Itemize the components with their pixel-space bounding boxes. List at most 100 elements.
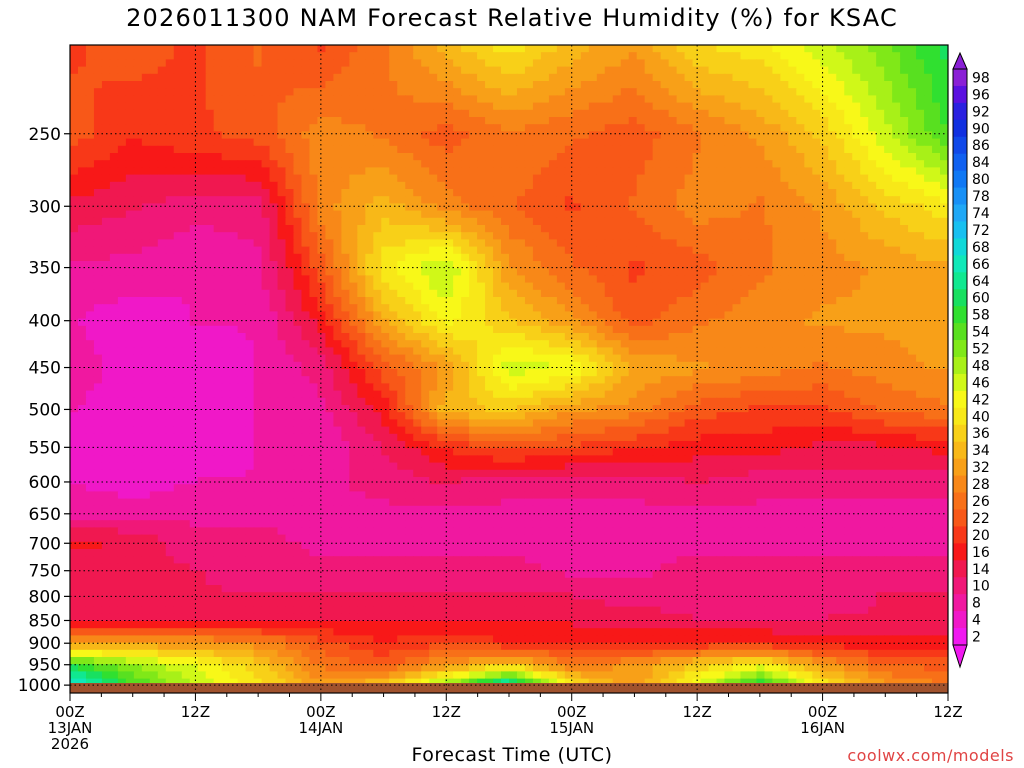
- rh-cell: [780, 189, 789, 197]
- rh-cell: [365, 81, 374, 89]
- rh-cell: [892, 153, 901, 161]
- rh-cell: [796, 145, 805, 154]
- rh-cell: [772, 95, 781, 104]
- rh-cell: [580, 145, 590, 154]
- rh-cell: [341, 73, 350, 82]
- rh-cell: [349, 138, 358, 147]
- rh-cell: [908, 131, 917, 140]
- rh-cell: [413, 261, 422, 269]
- rh-cell: [485, 160, 494, 168]
- rh-cell: [101, 347, 111, 356]
- rh-cell: [509, 261, 518, 269]
- rh-cell: [924, 268, 933, 276]
- rh-cell: [748, 138, 758, 147]
- rh-cell: [724, 66, 734, 75]
- rh-cell: [109, 138, 119, 147]
- rh-cell: [748, 347, 758, 356]
- rh-cell: [676, 88, 686, 96]
- rh-cell: [940, 73, 948, 82]
- rh-cell: [437, 131, 446, 140]
- rh-cell: [924, 225, 933, 233]
- rh-cell: [724, 124, 734, 132]
- rh-cell: [940, 361, 948, 370]
- rh-cell: [844, 275, 853, 284]
- rh-cell: [445, 160, 454, 168]
- rh-cell: [636, 217, 646, 226]
- rh-cell: [636, 160, 646, 168]
- rh-cell: [612, 153, 622, 161]
- rh-cell: [77, 361, 87, 370]
- rh-cell: [788, 239, 797, 248]
- rh-cell: [860, 246, 869, 255]
- rh-cell: [796, 304, 805, 312]
- rh-cell: [373, 268, 382, 276]
- rh-cell: [141, 138, 151, 147]
- rh-cell: [317, 81, 327, 89]
- rh-cell: [548, 167, 558, 176]
- rh-cell: [437, 153, 446, 161]
- rh-cell: [916, 174, 925, 183]
- rh-cell: [556, 282, 566, 291]
- rh-cell: [429, 225, 438, 233]
- rh-cell: [620, 239, 630, 248]
- rh-cell: [117, 275, 127, 284]
- rh-cell: [580, 289, 590, 298]
- rh-cell: [796, 232, 805, 240]
- rh-cell: [133, 66, 143, 75]
- rh-cell: [381, 289, 390, 298]
- rh-cell: [477, 109, 486, 118]
- rh-cell: [604, 189, 614, 197]
- rh-cell: [556, 189, 566, 197]
- rh-cell: [844, 52, 853, 60]
- rh-cell: [389, 196, 398, 204]
- rh-cell: [429, 131, 438, 140]
- rh-cell: [325, 246, 334, 255]
- rh-cell: [572, 181, 582, 190]
- rh-cell: [916, 131, 925, 140]
- rh-cell: [812, 318, 821, 327]
- rh-cell: [788, 160, 797, 168]
- rh-cell: [716, 232, 726, 240]
- rh-cell: [197, 95, 207, 104]
- rh-cell: [85, 174, 95, 183]
- rh-cell: [277, 347, 287, 356]
- rh-cell: [133, 225, 143, 233]
- rh-cell: [165, 333, 175, 341]
- rh-cell: [325, 153, 334, 161]
- rh-cell: [197, 268, 207, 276]
- rh-cell: [740, 131, 750, 140]
- rh-cell: [181, 189, 191, 197]
- rh-cell: [141, 88, 151, 96]
- rh-cell: [556, 318, 566, 327]
- rh-cell: [285, 340, 295, 348]
- rh-cell: [77, 318, 87, 327]
- rh-cell: [564, 261, 574, 269]
- rh-cell: [173, 52, 183, 60]
- rh-cell: [652, 117, 662, 125]
- rh-cell: [181, 138, 191, 147]
- rh-cell: [485, 318, 494, 327]
- rh-cell: [285, 45, 295, 53]
- rh-cell: [708, 95, 718, 104]
- rh-cell: [317, 232, 327, 240]
- rh-cell: [564, 59, 574, 68]
- rh-cell: [788, 153, 797, 161]
- rh-cell: [780, 311, 789, 320]
- rh-cell: [564, 102, 574, 111]
- rh-cell: [556, 217, 566, 226]
- rh-cell: [381, 268, 390, 276]
- rh-cell: [173, 109, 183, 118]
- rh-cell: [836, 333, 845, 341]
- rh-cell: [141, 203, 151, 212]
- rh-cell: [493, 210, 502, 219]
- rh-cell: [373, 347, 382, 356]
- rh-cell: [924, 95, 933, 104]
- rh-cell: [485, 189, 494, 197]
- rh-cell: [804, 275, 813, 284]
- rh-cell: [101, 81, 111, 89]
- rh-cell: [668, 117, 678, 125]
- rh-cell: [333, 225, 342, 233]
- rh-cell: [293, 282, 303, 291]
- rh-cell: [924, 333, 933, 341]
- rh-cell: [285, 354, 295, 363]
